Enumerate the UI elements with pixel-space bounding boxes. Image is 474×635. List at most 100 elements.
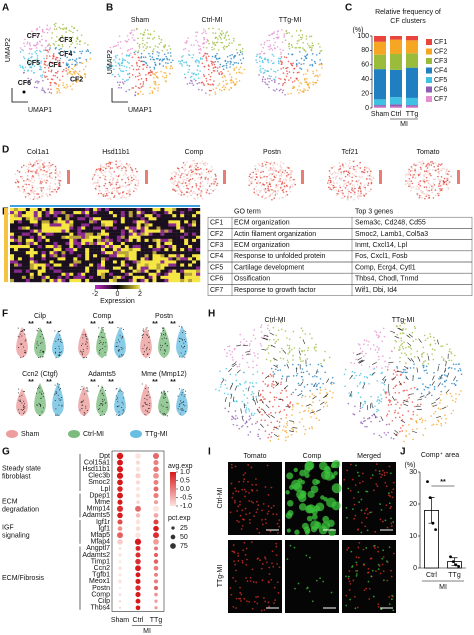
- feature-point: [368, 167, 370, 169]
- heatmap-cell: [180, 251, 185, 255]
- velocity-point: [332, 391, 334, 394]
- heatmap-cell: [152, 229, 157, 233]
- violin-point: [102, 329, 104, 331]
- heatmap-cell: [77, 220, 82, 224]
- heatmap-cell: [172, 254, 177, 258]
- feature-point: [342, 171, 345, 173]
- heatmap-cell: [93, 254, 98, 258]
- heatmap-cell: [168, 241, 173, 246]
- heatmap-cell: [108, 214, 114, 218]
- heatmap-cell: [164, 275, 169, 280]
- feature-point: [40, 190, 43, 192]
- heatmap-cell: [128, 251, 133, 255]
- colorbar-tick-label: 0: [116, 291, 120, 298]
- umap-point: [198, 51, 201, 54]
- umap-point: [270, 47, 272, 50]
- violin-point: [162, 413, 164, 415]
- feature-point: [438, 182, 441, 185]
- umap-point: [137, 75, 139, 78]
- heatmap-cell: [41, 269, 46, 273]
- umap-point: [232, 37, 235, 40]
- violin-point: [100, 342, 102, 344]
- heatmap-cell: [160, 263, 165, 267]
- feature-point: [117, 187, 120, 189]
- feature-point: [355, 170, 357, 173]
- velocity-point: [241, 354, 244, 357]
- heatmap-cell: [69, 245, 74, 249]
- violin-point: [117, 401, 119, 403]
- feature-point: [127, 189, 129, 192]
- velocity-point: [249, 431, 252, 433]
- umap-point: [65, 62, 68, 64]
- velocity-arrow: [260, 423, 264, 428]
- feature-point: [133, 187, 136, 189]
- heatmap-cell: [41, 275, 46, 280]
- feature-point: [434, 178, 436, 180]
- bar-segment: [406, 105, 418, 107]
- violin-point: [102, 403, 104, 405]
- feature-point: [36, 169, 38, 171]
- umap-point: [298, 34, 300, 37]
- umap-point: [48, 55, 51, 57]
- heatmap-cell: [17, 278, 23, 283]
- violin-point: [39, 415, 41, 417]
- umap-point: [41, 89, 43, 91]
- feature-point: [133, 190, 135, 192]
- feature-point: [335, 194, 338, 197]
- feature-point: [181, 182, 184, 185]
- umap-point: [158, 63, 161, 66]
- umap-point: [273, 81, 276, 84]
- feature-point: [194, 179, 196, 182]
- umap-point: [162, 45, 165, 48]
- heatmap-cell: [196, 214, 201, 218]
- heatmap-cell: [168, 275, 173, 280]
- feature-point: [31, 175, 34, 177]
- violin-point: [23, 328, 25, 330]
- umap-point: [153, 81, 155, 83]
- heatmap-cell: [53, 241, 58, 246]
- umap-point: [288, 47, 291, 50]
- umap-point: [227, 34, 230, 37]
- umap-point: [199, 58, 202, 60]
- feature-point: [289, 174, 291, 176]
- heatmap-cell: [77, 266, 82, 270]
- umap-point: [237, 62, 240, 64]
- heatmap-cell: [164, 217, 169, 221]
- umap-point: [304, 89, 307, 91]
- velocity-point: [226, 355, 228, 358]
- heatmap-cell: [160, 278, 165, 283]
- heatmap-cell: [168, 217, 173, 221]
- heatmap-cell: [188, 275, 193, 280]
- violin-point: [162, 345, 164, 347]
- heatmap-cell: [33, 248, 38, 252]
- umap-point: [202, 74, 205, 76]
- violin-point: [40, 392, 42, 394]
- velocity-title: Ctrl-MI: [265, 317, 286, 324]
- heatmap-cell: [180, 226, 185, 230]
- heatmap-cell: [69, 241, 74, 246]
- heatmap-cell: [61, 214, 66, 218]
- velocity-point: [256, 421, 259, 423]
- heatmap-cell: [116, 232, 122, 236]
- bar-segment: [406, 40, 418, 54]
- feature-point: [192, 190, 195, 193]
- velocity-point: [238, 427, 241, 430]
- feature-point: [280, 170, 282, 172]
- heatmap-cell: [73, 260, 78, 264]
- feature-point: [359, 161, 362, 164]
- heatmap-cell: [144, 272, 149, 277]
- umap-point: [197, 65, 199, 67]
- cluster-label: CF2: [70, 76, 83, 83]
- feature-point: [122, 194, 125, 197]
- violin-point: [117, 339, 119, 341]
- heatmap-cell: [77, 257, 82, 261]
- feature-point: [92, 183, 94, 185]
- feature-point: [204, 178, 207, 180]
- velocity-point: [297, 363, 300, 366]
- heatmap-cell: [21, 260, 27, 264]
- umap-point: [64, 36, 67, 38]
- violin-point: [121, 337, 123, 339]
- feature-point: [118, 192, 120, 195]
- umap-point: [233, 57, 235, 59]
- violin-point: [59, 330, 61, 332]
